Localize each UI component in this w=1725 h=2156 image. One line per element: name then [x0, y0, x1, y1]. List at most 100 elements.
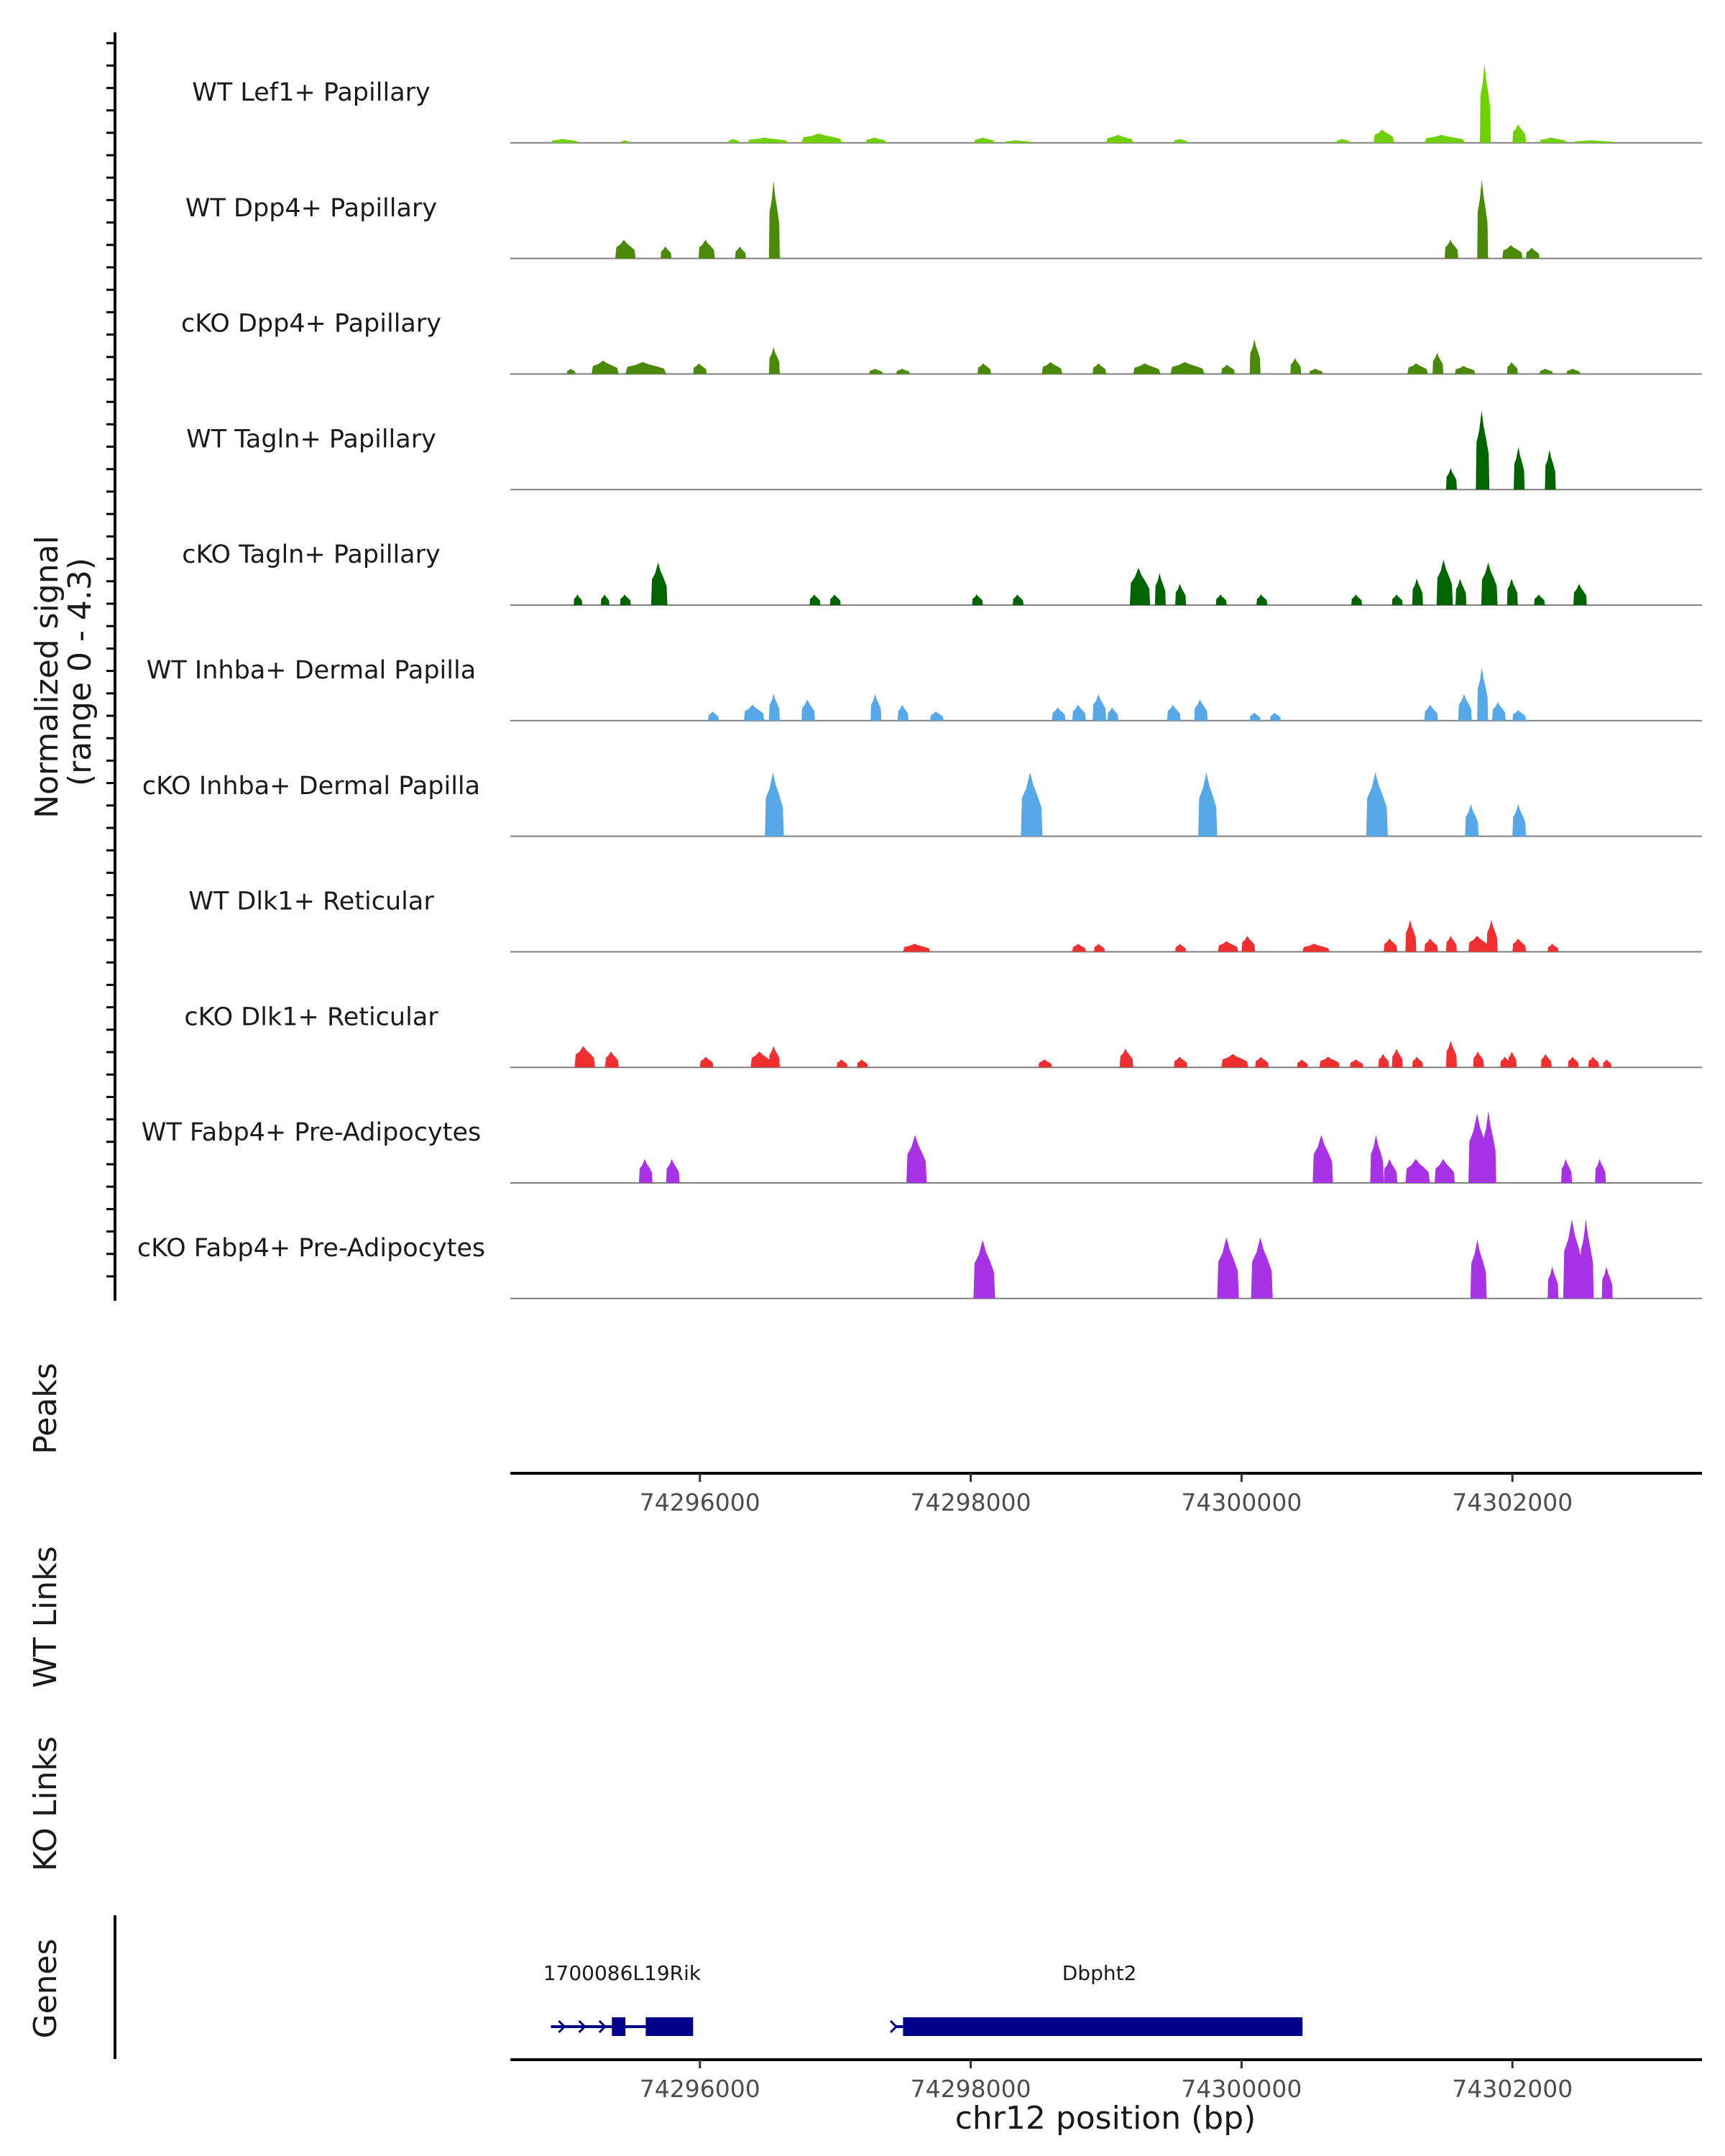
coverage-peak: [1170, 361, 1205, 374]
coverage-peak: [1351, 594, 1363, 605]
coverage-peak: [1481, 562, 1498, 605]
coverage-peak: [1269, 712, 1282, 721]
coverage-peak: [574, 1046, 595, 1068]
genes-panel-label: Genes: [27, 1938, 64, 2038]
coverage-peak: [897, 704, 908, 721]
coverage-peak: [1336, 139, 1351, 143]
coverage-peak: [1470, 1240, 1487, 1299]
coverage-peak: [1424, 134, 1466, 143]
coverage-peak: [1595, 1158, 1606, 1183]
gene: Dbpht2: [889, 1961, 1303, 2036]
coverage-peak: [728, 139, 740, 143]
x-tick-label: 74300000: [1181, 1488, 1302, 1516]
track-label: cKO Inhba+ Dermal Papilla: [142, 772, 480, 801]
coverage-peak: [1302, 944, 1330, 952]
peaks-panel-label: Peaks: [27, 1363, 64, 1454]
coverage-tracks: WT Lef1+ Papillary WT Dpp4+ Papillary cKO …: [137, 63, 1702, 1299]
coverage-peak: [972, 594, 983, 605]
coverage-peak: [1215, 594, 1227, 605]
coverage-peak: [978, 363, 991, 374]
x-tick-label: 74302000: [1452, 2075, 1573, 2103]
coverage-track: WT Inhba+ Dermal Papilla: [147, 656, 1702, 722]
coverage-peak: [801, 133, 842, 143]
coverage-peak: [1477, 179, 1489, 259]
track-label: WT Tagln+ Papillary: [186, 425, 436, 453]
coverage-peak: [1129, 568, 1151, 605]
coverage-peak: [1038, 1059, 1052, 1068]
coverage-peak: [1601, 1266, 1613, 1299]
coverage-peak: [666, 1158, 680, 1183]
coverage-peak: [1580, 1219, 1594, 1299]
genes-x-axis: 74296000 74298000 74300000 74302000: [510, 2058, 1702, 2103]
coverage-peak: [566, 368, 576, 374]
coverage-track: WT Lef1+ Papillary: [192, 63, 1702, 144]
coverage-track: cKO Fabp4+ Pre-Adipocytes: [137, 1219, 1702, 1299]
coverage-peak: [1473, 1051, 1484, 1068]
coverage-peak: [1256, 594, 1268, 605]
coverage-peak: [1512, 124, 1527, 143]
coverage-peak: [1563, 1219, 1584, 1299]
strand-arrow: [578, 2019, 586, 2034]
coverage-peak: [1249, 712, 1261, 721]
strand-arrow: [558, 2019, 566, 2034]
coverage-peak: [1290, 358, 1302, 374]
coverage-peak: [1366, 772, 1388, 837]
coverage-peak: [661, 246, 672, 259]
coverage-peak: [1350, 1059, 1363, 1068]
coverage-peak: [1512, 804, 1527, 837]
x-tick-label: 74296000: [640, 2075, 760, 2103]
coverage-peak: [1255, 1056, 1269, 1068]
coverage-peak: [1012, 594, 1024, 605]
coverage-peak: [1384, 1158, 1398, 1183]
coverage-peak: [1465, 804, 1479, 837]
coverage-peak: [1547, 1266, 1559, 1299]
coverage-peak: [1482, 1110, 1496, 1183]
track-label: WT Fabp4+ Pre-Adipocytes: [142, 1118, 481, 1147]
coverage-peak: [1384, 938, 1398, 952]
y-axis-ticks: [106, 42, 115, 1278]
coverage-peak: [1468, 936, 1489, 952]
strand-arrow: [889, 2019, 898, 2034]
coverage-peak: [768, 347, 780, 374]
coverage-peak: [1194, 699, 1208, 721]
coverage-track: WT Dlk1+ Reticular: [188, 888, 1702, 953]
coverage-peak: [625, 361, 666, 374]
coverage-peak: [1566, 368, 1581, 374]
coverage-peak: [1506, 361, 1518, 374]
coverage-peak: [1072, 704, 1086, 721]
coverage-track: WT Dpp4+ Papillary: [185, 179, 1702, 259]
coverage-peak: [1455, 578, 1467, 605]
coverage-peak: [1217, 1237, 1239, 1299]
coverage-track: cKO Dpp4+ Papillary: [181, 310, 1702, 375]
coverage-peak: [1502, 245, 1523, 259]
x-tick-label: 74298000: [911, 1488, 1031, 1516]
coverage-peak: [1508, 1051, 1517, 1068]
coverage-peak: [1445, 1041, 1457, 1068]
coverage-peak: [693, 363, 707, 374]
coverage-peak: [1251, 1237, 1273, 1299]
coverage-peak: [744, 704, 765, 721]
coverage-peak: [930, 711, 944, 721]
strand-arrow: [598, 2019, 607, 2034]
coverage-peak: [1573, 584, 1587, 605]
coverage-peak: [638, 1158, 653, 1183]
coverage-peak: [1405, 1158, 1430, 1183]
coverage-peak: [869, 368, 883, 374]
coverage-peak: [768, 694, 780, 721]
coverage-peak: [903, 944, 931, 952]
coverage-peak: [1526, 247, 1540, 259]
coverage-peak: [1092, 694, 1106, 721]
gene-label: 1700086L19Rik: [543, 1961, 702, 1985]
track-label: WT Lef1+ Papillary: [192, 78, 431, 107]
coverage-peak: [1445, 468, 1457, 490]
coverage-peak: [1221, 364, 1235, 374]
coverage-track: cKO Tagln+ Papillary: [182, 540, 1702, 606]
y-axis-title-line2: (range 0 - 4.3): [62, 558, 98, 786]
coverage-peak: [604, 1051, 619, 1068]
track-label: cKO Tagln+ Papillary: [182, 540, 441, 569]
coverage-track: WT Fabp4+ Pre-Adipocytes: [142, 1110, 1702, 1184]
coverage-peak: [600, 594, 610, 605]
gene: 1700086L19Rik: [543, 1961, 702, 2036]
coverage-peak: [1539, 137, 1567, 143]
coverage-peak: [1568, 1056, 1579, 1068]
